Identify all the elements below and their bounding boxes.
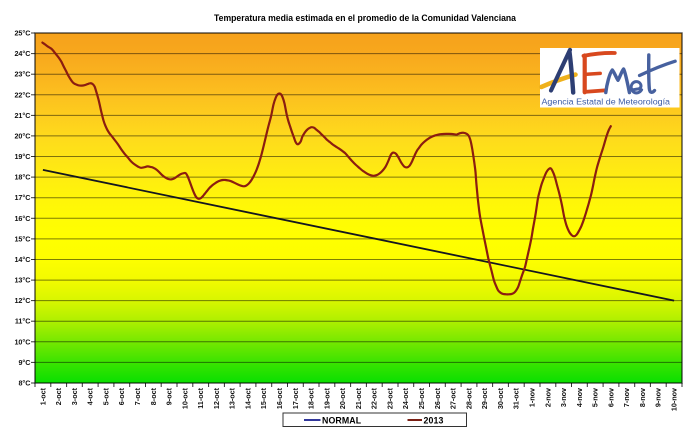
svg-text:12-oct: 12-oct bbox=[212, 387, 221, 409]
svg-text:2-oct: 2-oct bbox=[54, 387, 63, 405]
svg-text:17-oct: 17-oct bbox=[291, 387, 300, 409]
svg-text:3-oct: 3-oct bbox=[70, 387, 79, 405]
svg-text:29-oct: 29-oct bbox=[480, 387, 489, 409]
svg-text:1-oct: 1-oct bbox=[38, 387, 47, 405]
svg-text:9-oct: 9-oct bbox=[165, 387, 174, 405]
svg-text:11°C: 11°C bbox=[15, 317, 31, 326]
svg-text:15-oct: 15-oct bbox=[259, 387, 268, 409]
svg-text:20°C: 20°C bbox=[14, 131, 30, 140]
svg-text:8°C: 8°C bbox=[18, 379, 30, 388]
svg-text:26-oct: 26-oct bbox=[433, 387, 442, 409]
svg-text:12°C: 12°C bbox=[14, 296, 30, 305]
svg-text:20-oct: 20-oct bbox=[338, 387, 347, 409]
svg-text:17°C: 17°C bbox=[14, 193, 30, 202]
svg-text:1-nov: 1-nov bbox=[528, 388, 537, 407]
svg-text:21°C: 21°C bbox=[14, 111, 30, 120]
svg-text:23-oct: 23-oct bbox=[386, 387, 395, 409]
svg-text:14-oct: 14-oct bbox=[243, 387, 252, 409]
svg-text:4-nov: 4-nov bbox=[575, 388, 584, 407]
svg-text:18°C: 18°C bbox=[14, 173, 30, 182]
svg-text:4-oct: 4-oct bbox=[86, 387, 95, 405]
svg-text:10-oct: 10-oct bbox=[180, 387, 189, 409]
svg-text:11-oct: 11-oct bbox=[196, 387, 205, 408]
svg-text:25-oct: 25-oct bbox=[417, 387, 426, 409]
svg-text:7-nov: 7-nov bbox=[622, 388, 631, 407]
svg-text:28-oct: 28-oct bbox=[464, 387, 473, 409]
svg-text:6-oct: 6-oct bbox=[117, 387, 126, 405]
svg-text:19-oct: 19-oct bbox=[322, 387, 331, 409]
svg-text:NORMAL: NORMAL bbox=[322, 415, 362, 425]
svg-text:18-oct: 18-oct bbox=[307, 387, 316, 409]
svg-text:31-oct: 31-oct bbox=[512, 387, 521, 409]
svg-text:5-nov: 5-nov bbox=[591, 388, 600, 407]
svg-text:9-nov: 9-nov bbox=[654, 388, 663, 407]
svg-text:6-nov: 6-nov bbox=[606, 388, 615, 407]
svg-text:3-nov: 3-nov bbox=[559, 388, 568, 407]
svg-text:23°C: 23°C bbox=[14, 70, 30, 79]
svg-text:30-oct: 30-oct bbox=[496, 387, 505, 409]
svg-text:13-oct: 13-oct bbox=[228, 387, 237, 409]
svg-text:2-nov: 2-nov bbox=[543, 388, 552, 407]
svg-text:24°C: 24°C bbox=[14, 49, 30, 58]
svg-text:13°C: 13°C bbox=[14, 276, 30, 285]
svg-text:16°C: 16°C bbox=[14, 214, 30, 223]
svg-text:10-nov: 10-nov bbox=[670, 388, 679, 411]
svg-text:5-oct: 5-oct bbox=[101, 387, 110, 405]
svg-text:14°C: 14°C bbox=[14, 255, 30, 264]
svg-text:9°C: 9°C bbox=[18, 358, 30, 367]
svg-text:19°C: 19°C bbox=[14, 152, 30, 161]
svg-text:22°C: 22°C bbox=[14, 90, 30, 99]
svg-text:2013: 2013 bbox=[424, 415, 444, 425]
svg-text:22-oct: 22-oct bbox=[370, 387, 379, 409]
svg-text:24-oct: 24-oct bbox=[401, 387, 410, 409]
svg-text:16-oct: 16-oct bbox=[275, 387, 284, 409]
svg-text:21-oct: 21-oct bbox=[354, 387, 363, 409]
svg-text:10°C: 10°C bbox=[14, 337, 30, 346]
svg-text:15°C: 15°C bbox=[14, 234, 30, 243]
svg-text:7-oct: 7-oct bbox=[133, 387, 142, 405]
svg-text:8-oct: 8-oct bbox=[149, 387, 158, 405]
svg-text:Temperatura media estimada en: Temperatura media estimada en el promedi… bbox=[214, 13, 517, 23]
svg-text:27-oct: 27-oct bbox=[449, 387, 458, 409]
svg-text:Agencia Estatal de Meteorologí: Agencia Estatal de Meteorología bbox=[542, 97, 671, 107]
svg-text:8-nov: 8-nov bbox=[638, 388, 647, 407]
svg-text:25°C: 25°C bbox=[14, 29, 30, 38]
